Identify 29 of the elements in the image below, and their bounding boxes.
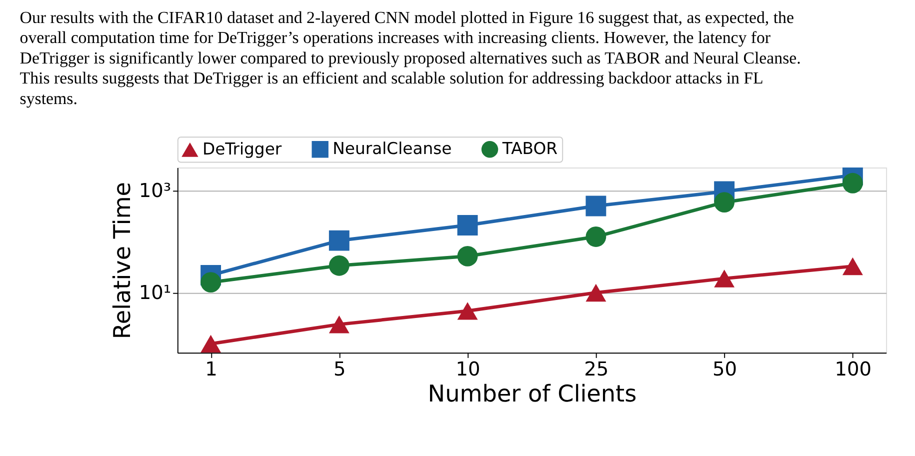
point	[457, 302, 478, 320]
x-tick-label: 10	[456, 357, 480, 380]
point	[457, 214, 478, 236]
x-axis-title: Number of Clients	[428, 381, 637, 408]
point	[328, 230, 350, 251]
x-tick-label: 50	[712, 357, 738, 380]
point	[714, 192, 735, 213]
text: Our results with the CIFAR10 dataset and 2-layered CNN model plotted in Figure 16 suggest that, as expected, the overall computation time for DeTrigger’s operations increases with increasing clients. However, the latency for DeTrigger is significantly lower compared to previously proposed alternatives such as TABOR and Neural Cleanse. This results suggests that DeTrigger is an efficient and scalable solution for addressing backdoor attacks in FL systems.	[20, 8, 801, 108]
y-tick-label: 10³	[138, 178, 172, 202]
point	[200, 334, 222, 353]
point	[714, 270, 735, 288]
x-tick-label: 100	[834, 357, 872, 380]
y-tick-label: 10¹	[138, 280, 172, 304]
point	[328, 316, 350, 334]
x-tick-label: 25	[584, 357, 609, 380]
point	[586, 196, 606, 216]
point	[586, 284, 606, 302]
y-axis-title: Relative Time	[110, 182, 136, 340]
legend-label: TABOR	[501, 139, 558, 158]
point	[457, 246, 478, 266]
point	[842, 257, 863, 276]
x-tick-label: 5	[334, 357, 346, 380]
legend-label: DeTrigger	[202, 140, 282, 159]
point	[842, 172, 863, 194]
point	[200, 272, 222, 293]
point	[328, 255, 350, 276]
x-tick-label: 1	[205, 357, 218, 380]
point	[586, 226, 606, 247]
legend-label: NeuralCleanse	[332, 139, 452, 158]
